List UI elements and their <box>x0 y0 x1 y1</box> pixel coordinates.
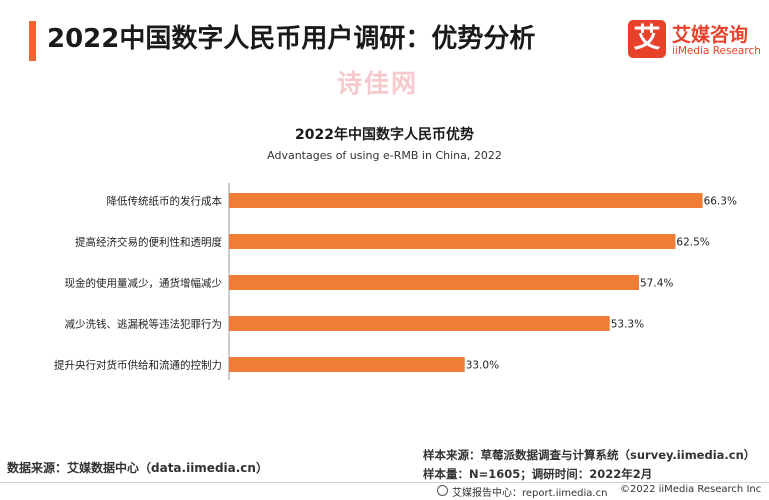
bar <box>229 357 465 372</box>
globe-icon <box>437 485 448 496</box>
page-title: 2022中国数字人民币用户调研：优势分析 <box>47 24 536 54</box>
bar <box>229 234 676 249</box>
bar <box>229 275 639 290</box>
watermark: 诗佳网 <box>337 69 419 98</box>
data-source: 数据来源：艾媒数据中心（data.iimedia.cn） <box>7 461 268 475</box>
category-label: 现金的使用量减少，通货增幅减少 <box>65 277 223 290</box>
logo-name-en: iiMedia Research <box>672 45 761 57</box>
footer-divider <box>0 482 769 483</box>
title-accent-bar <box>29 21 36 61</box>
bar <box>229 193 703 208</box>
category-label: 降低传统纸币的发行成本 <box>107 195 223 208</box>
logo-mark-icon: 艾 <box>628 20 666 58</box>
logo-name-cn: 艾媒咨询 <box>672 24 749 46</box>
value-label: 66.3% <box>704 196 737 208</box>
chart-subtitle: Advantages of using e-RMB in China, 2022 <box>267 149 502 162</box>
chart-title: 2022年中国数字人民币优势 <box>295 127 474 143</box>
value-label: 33.0% <box>466 360 499 372</box>
value-label: 62.5% <box>676 237 709 249</box>
report-site: 艾媒报告中心：report.iimedia.cn <box>452 488 608 499</box>
value-label: 53.3% <box>611 319 644 331</box>
brand-logo: 艾 艾媒咨询 iiMedia Research <box>628 20 761 60</box>
sample-source: 样本来源：草莓派数据调查与计算系统（survey.iimedia.cn） <box>423 448 756 462</box>
category-label: 减少洗钱、逃漏税等违法犯罪行为 <box>65 318 223 331</box>
category-label: 提升央行对货币供给和流通的控制力 <box>54 359 222 372</box>
bar <box>229 316 610 331</box>
category-label: 提高经济交易的便利性和透明度 <box>75 236 222 249</box>
sample-size: 样本量：N=1605；调研时间：2022年2月 <box>423 467 653 481</box>
copyright: ©2022 iiMedia Research Inc <box>620 484 762 495</box>
value-label: 57.4% <box>640 278 673 290</box>
